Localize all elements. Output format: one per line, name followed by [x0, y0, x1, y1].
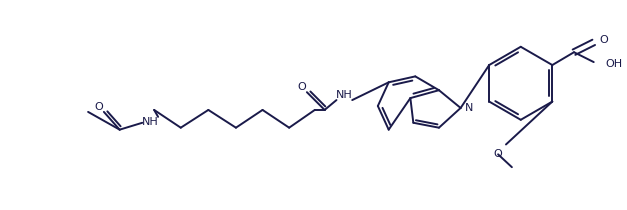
Text: OH: OH [606, 59, 623, 69]
Text: O: O [95, 102, 103, 112]
Text: O: O [599, 35, 608, 45]
Text: O: O [493, 149, 502, 159]
Text: N: N [465, 103, 473, 113]
Text: O: O [298, 82, 307, 92]
Text: NH: NH [142, 117, 159, 127]
Text: NH: NH [336, 90, 353, 100]
